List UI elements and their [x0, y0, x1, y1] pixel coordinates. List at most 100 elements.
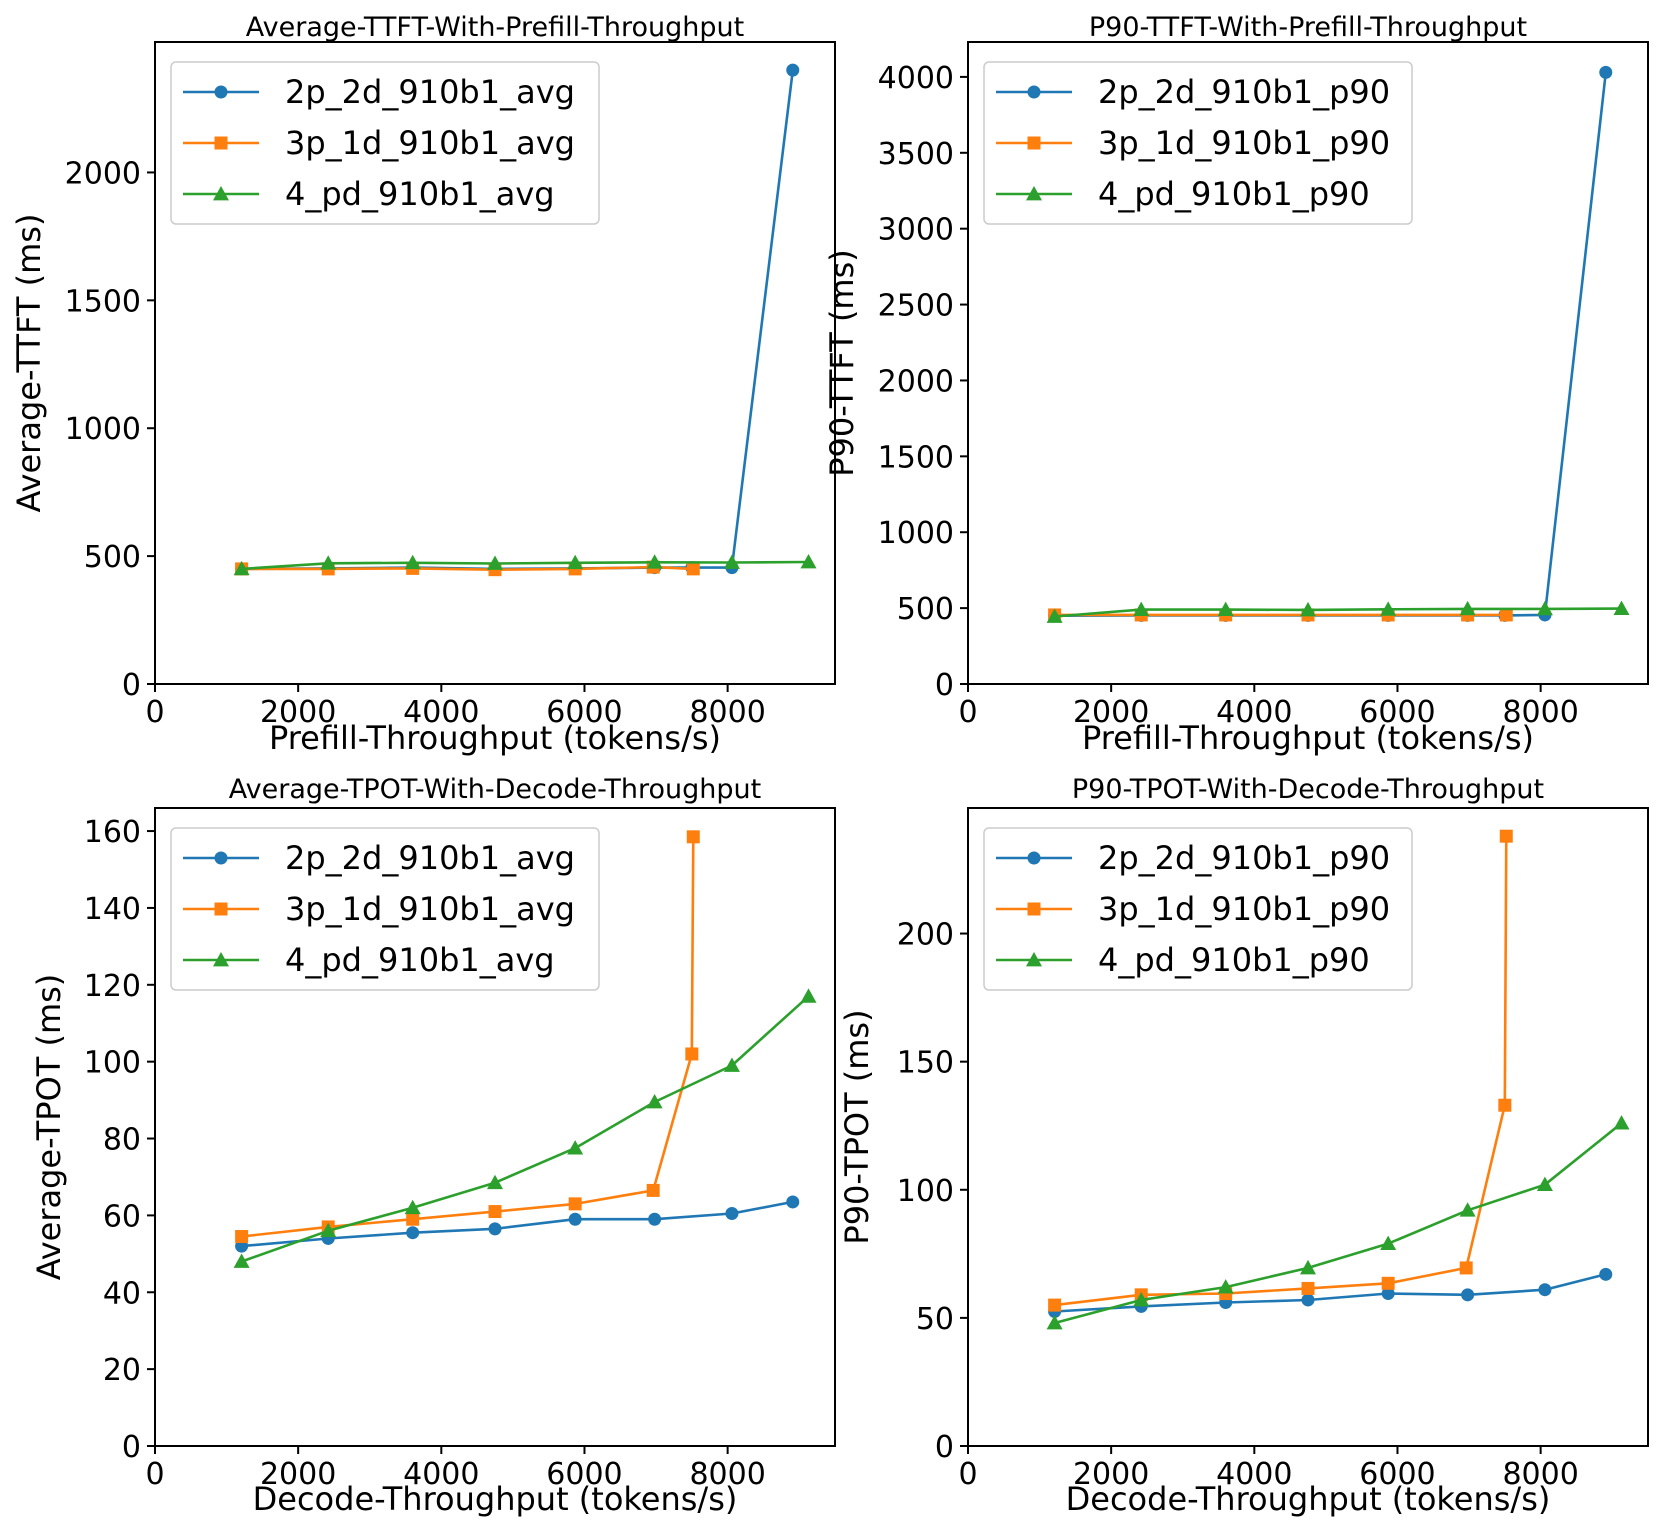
y-tick-label: 3500 — [878, 137, 954, 172]
data-point — [1301, 1281, 1315, 1295]
chart-title: Average-TTFT-With-Prefill-Throughput — [246, 12, 744, 43]
legend-marker — [1027, 902, 1041, 916]
x-tick-label: 4000 — [1216, 695, 1292, 730]
legend-marker — [1027, 851, 1041, 865]
data-point — [1599, 65, 1613, 79]
legend-marker — [213, 186, 229, 201]
data-point — [1133, 1291, 1150, 1307]
legend-marker — [1027, 136, 1041, 150]
legend-label: 4_pd_910b1_p90 — [1098, 941, 1370, 979]
y-tick-label: 0 — [935, 1430, 954, 1465]
y-tick-label: 2500 — [878, 289, 954, 324]
x-tick-label: 2000 — [1073, 1457, 1149, 1492]
data-point — [1613, 1115, 1630, 1130]
legend-label: 3p_1d_910b1_p90 — [1098, 124, 1390, 162]
data-point — [1048, 1298, 1062, 1312]
data-point — [404, 1199, 421, 1215]
legend-frame — [983, 827, 1413, 991]
legend-frame — [170, 827, 600, 991]
legend: 2p_2d_910b1_p90 3p_1d_910b1_p90 4_pd_910b1… — [983, 61, 1413, 225]
data-point — [800, 988, 817, 1003]
data-point — [800, 553, 817, 569]
x-tick-label: 2000 — [1073, 695, 1149, 730]
series-1 — [235, 1195, 800, 1253]
series-3 — [1046, 600, 1630, 623]
legend-label: 4_pd_910b1_p90 — [1098, 175, 1370, 213]
legend-marker — [214, 136, 228, 150]
data-point — [1300, 1259, 1316, 1275]
y-tick-label: 500 — [84, 540, 141, 575]
x-tick-label: 6000 — [1359, 695, 1435, 730]
legend-marker — [1026, 952, 1042, 967]
x-tick-label: 2000 — [260, 695, 336, 730]
legend-marker — [214, 851, 228, 865]
data-point — [1381, 1287, 1395, 1301]
legend-frame — [983, 61, 1413, 225]
data-point — [235, 1230, 249, 1244]
data-point — [723, 554, 740, 569]
legend: 2p_2d_910b1_p90 3p_1d_910b1_p90 4_pd_910b1… — [983, 827, 1413, 991]
legend-label: 2p_2d_910b1_avg — [285, 839, 575, 877]
chart-panel-3: Average-TPOT-With-Decode-Throughput 0 2000… — [30, 774, 836, 1518]
data-point — [686, 562, 700, 576]
series-line — [241, 560, 809, 571]
legend-label: 2p_2d_910b1_p90 — [1098, 839, 1390, 877]
plot-frame — [967, 807, 1649, 1447]
data-point — [1536, 600, 1553, 616]
x-axis-label: Decode-Throughput (tokens/s) — [1066, 1480, 1551, 1518]
x-tick-label: 6000 — [546, 1457, 622, 1492]
x-tick-label: 4000 — [403, 1457, 479, 1492]
x-tick-label: 0 — [145, 1457, 164, 1492]
x-axis-label: Decode-Throughput (tokens/s) — [253, 1480, 738, 1518]
y-axis-label: Average-TPOT (ms) — [30, 974, 68, 1281]
data-point — [233, 560, 250, 576]
chart-title: P90-TPOT-With-Decode-Throughput — [1072, 774, 1544, 805]
y-tick-label: 20 — [103, 1353, 141, 1388]
plot-frame — [154, 807, 836, 1447]
y-tick-label: 3000 — [878, 213, 954, 248]
y-tick-label: 200 — [897, 918, 954, 953]
y-tick-label: 140 — [84, 892, 141, 927]
x-axis-label: Prefill-Throughput (tokens/s) — [269, 719, 721, 757]
y-tick-label: 150 — [897, 1046, 954, 1081]
plot-frame — [967, 41, 1649, 685]
chart-panel-2: P90-TTFT-With-Prefill-Throughput 0 2000 400… — [823, 12, 1649, 757]
data-point — [1538, 1283, 1552, 1297]
legend-marker — [214, 85, 228, 99]
series-line — [241, 995, 810, 1263]
y-axis-label: P90-TTFT (ms) — [823, 249, 861, 477]
data-point — [646, 1183, 660, 1197]
data-point — [320, 1222, 337, 1238]
legend-label: 2p_2d_910b1_avg — [285, 73, 575, 111]
data-point — [568, 1197, 582, 1211]
y-tick-label: 50 — [916, 1302, 954, 1337]
data-point — [723, 1057, 740, 1072]
data-point — [1459, 600, 1476, 616]
x-tick-label: 8000 — [689, 695, 765, 730]
legend-frame — [170, 61, 600, 225]
y-tick-label: 1000 — [878, 516, 954, 551]
data-point — [686, 830, 700, 844]
data-point — [648, 1212, 662, 1226]
x-tick-label: 4000 — [403, 695, 479, 730]
data-point — [1499, 608, 1513, 622]
series-line — [241, 1200, 794, 1248]
legend-label: 3p_1d_910b1_avg — [285, 890, 575, 928]
y-axis-label: P90-TPOT (ms) — [838, 1009, 876, 1244]
data-point — [1459, 1202, 1476, 1217]
data-point — [1461, 1288, 1475, 1302]
y-tick-label: 0 — [935, 668, 954, 703]
x-tick-label: 2000 — [260, 1457, 336, 1492]
data-point — [1380, 1235, 1397, 1250]
data-point — [567, 1140, 584, 1155]
chart-panel-1: Average-TTFT-With-Prefill-Throughput 0 200… — [10, 12, 836, 757]
series-3 — [233, 553, 817, 576]
series-3 — [1046, 1115, 1630, 1330]
data-point — [1613, 600, 1630, 615]
x-tick-label: 6000 — [546, 695, 622, 730]
plot-frame — [154, 41, 836, 685]
y-tick-label: 120 — [84, 969, 141, 1004]
y-tick-label: 4000 — [878, 61, 954, 96]
y-tick-label: 2000 — [65, 156, 141, 191]
data-point — [1133, 601, 1150, 617]
